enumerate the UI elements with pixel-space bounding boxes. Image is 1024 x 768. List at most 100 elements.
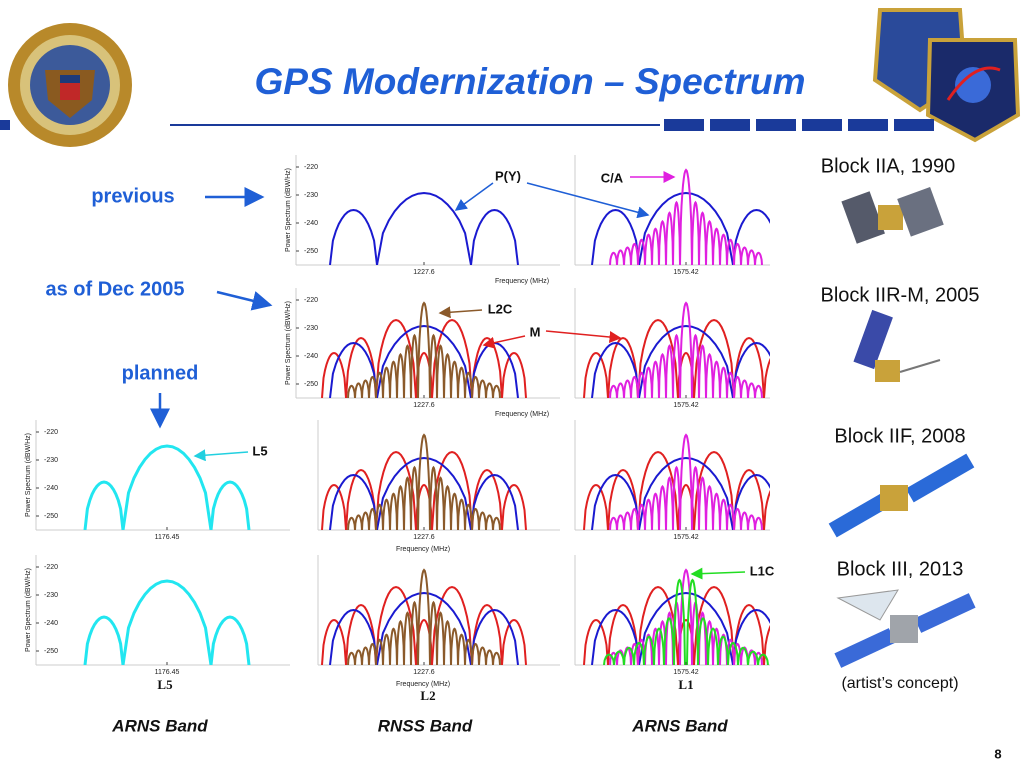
spectrum-lobe [583,618,609,665]
spectrum-lobe [471,603,503,665]
caption: (artist’s concept) [841,675,958,692]
spectrum-lobe [691,333,700,398]
spectrum-plot: 1575.42 [574,420,770,541]
spectrum-lobe [719,366,728,398]
spectrum-lobe [464,503,473,530]
spectrum-lobe [354,649,363,665]
spectrum-lobe [693,450,735,530]
spectrum-lobe [450,627,459,665]
spectrum-lobe [637,371,646,398]
y-tick-label: -230 [304,325,318,332]
spectrum-lobe [471,375,480,398]
spectrum-lobe [609,384,618,398]
spectrum-lobe [673,578,686,665]
arrow [216,290,273,311]
spectrum-lobe [658,352,667,398]
spectrum-plots: 1227.6 -220 -230 -240 -250 Power Spectrum (dB… [25,155,770,688]
row-label: as of Dec 2005 [46,278,185,300]
spectrum-lobe [368,507,377,530]
spectrum-lobe [733,336,765,398]
spectrum-lobe [431,585,473,665]
annotation: L5 [252,443,267,458]
title: GPS Modernization – Spectrum [255,61,806,102]
spectrum-lobe [347,384,356,398]
spectrum-lobe [347,516,356,530]
spectrum-lobe [436,344,445,398]
x-tick-label: 1176.45 [155,669,180,676]
y-tick-label: -220 [304,297,318,304]
spectrum-lobe [485,649,494,665]
y-tick-label: -230 [44,592,58,599]
spectrum-lobe [431,318,473,398]
spectrum-lobe [665,476,674,530]
spectrum-lobe [410,465,419,530]
spectrum-lobe [501,351,527,398]
spectrum-lobe [732,608,770,665]
spectrum-plot: 1575.42 [574,555,770,676]
x-tick-label: 1575.42 [673,669,698,676]
spectrum-lobe [376,324,472,398]
band-name: L2 [420,688,435,703]
spectrum-lobe [403,476,412,530]
arrow [193,449,249,462]
rule-segment [664,119,704,131]
x-tick-label: 1575.42 [673,534,698,541]
y-tick-label: -250 [304,381,318,388]
spectrum-lobe [429,465,438,530]
spectrum-lobe [321,618,347,665]
spectrum-lobe [698,211,707,265]
spectrum-lobe [603,653,615,665]
spectrum-lobe [389,627,398,665]
spectrum-lobe [354,382,363,398]
spectrum-lobe [583,351,609,398]
spectrum-lobe [591,608,640,665]
rule-segments [664,119,934,131]
spectrum-lobe [345,336,377,398]
spectrum-lobe [382,633,391,665]
y-axis-label: Power Spectrum (dBW/Hz) [285,301,292,385]
y-tick-label: -240 [44,620,58,627]
spectrum-lobe [658,219,667,265]
x-tick-label: 1575.42 [673,269,698,276]
arrow [438,306,483,319]
spectrum-lobe [740,511,749,530]
spectrum-lobe [733,603,765,665]
spectrum-lobe [672,333,681,398]
spectrum-lobe [630,507,639,530]
annotation: P(Y) [495,168,521,183]
satellite-label: Block III, 2013 [837,558,964,580]
spectrum-lobe [679,168,693,265]
spectrum-lobe [471,642,480,665]
x-axis-label: Frequency (MHz) [495,411,549,418]
spectrum-lobe [478,646,487,665]
spectrum-lobe [345,468,377,530]
spectrum-lobe [607,603,639,665]
y-axis-label: Power Spectrum (dBW/Hz) [285,168,292,252]
spectrum-signals [583,433,770,530]
spectrum-lobe [403,611,412,665]
spectrum-lobe [763,357,770,398]
spectrum-lobe [747,249,756,265]
spectrum-lobe [375,371,384,398]
annotation: L1C [750,563,775,578]
spectrum-lobe [492,384,501,398]
spectrum-lobe [436,476,445,530]
spectrum-lobe [583,483,609,530]
spectrum-lobe [727,641,739,665]
spectrum-lobe [644,498,653,530]
spectrum-lobe [732,208,770,265]
spectrum-lobe [712,492,721,530]
spectrum-plot: 1227.6 [317,555,560,676]
spectrum-lobe [83,615,125,665]
seal [8,23,132,147]
band-type: ARNS Band [111,716,208,735]
spectrum-lobe [450,360,459,398]
spectrum-lobe [470,473,519,530]
spectrum-lobe [623,379,632,398]
spectrum-lobe [679,433,693,530]
row-label: planned [122,362,199,384]
spectrum-lobe [693,318,735,398]
y-tick-label: -240 [44,485,58,492]
spectrum-signals [321,568,527,665]
spectrum-lobe [376,456,472,530]
